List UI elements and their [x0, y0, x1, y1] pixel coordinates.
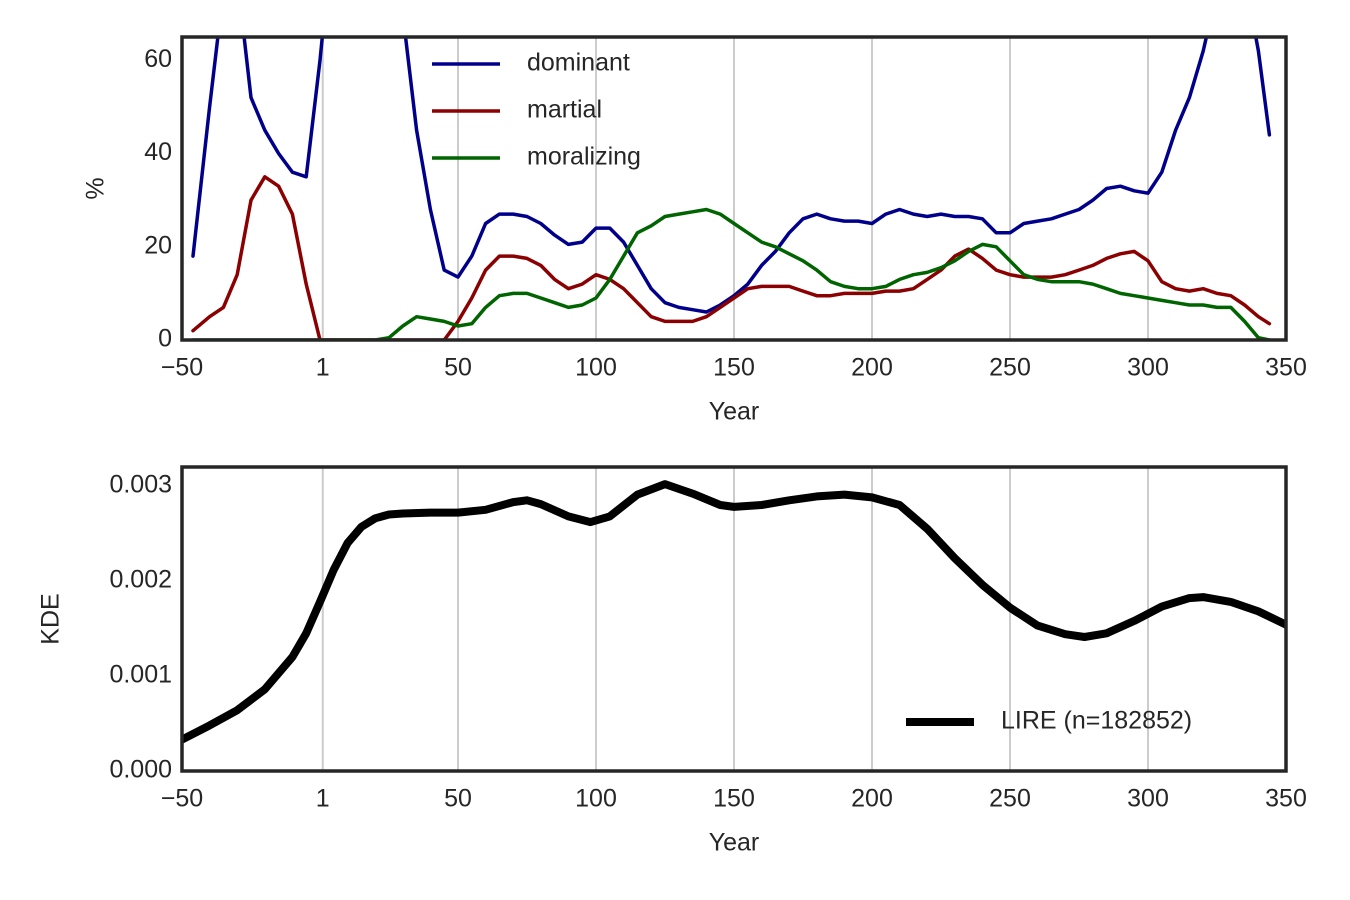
- series-line: [191, 37, 1272, 314]
- x-tick-label: 250: [989, 354, 1031, 382]
- y-axis-label: KDE: [37, 593, 65, 644]
- y-tick-label: 0.003: [109, 471, 172, 499]
- y-tick-label: 20: [144, 231, 172, 259]
- x-tick-label: 200: [851, 785, 893, 813]
- axes-frame: [180, 35, 1288, 342]
- x-tick-label: 1: [316, 354, 330, 382]
- legend-label: martial: [527, 96, 602, 124]
- y-tick-label: 40: [144, 138, 172, 166]
- x-tick-label: 50: [444, 354, 472, 382]
- series-line: [191, 175, 1272, 340]
- y-tick-label: 0.000: [109, 756, 172, 784]
- series-line: [182, 480, 1286, 744]
- x-tick-label: 1: [316, 785, 330, 813]
- axes-frame: [180, 465, 1288, 773]
- legend-label: dominant: [527, 49, 630, 77]
- y-axis-label: %: [82, 177, 110, 199]
- x-tick-label: −50: [161, 785, 203, 813]
- legend-label: LIRE (n=182852): [1001, 707, 1192, 735]
- x-tick-label: 100: [575, 785, 617, 813]
- x-tick-label: 50: [444, 785, 472, 813]
- x-tick-label: 350: [1265, 785, 1307, 813]
- x-tick-label: 300: [1127, 785, 1169, 813]
- legend-label: moralizing: [527, 143, 641, 171]
- x-tick-label: 300: [1127, 354, 1169, 382]
- y-tick-label: 0.002: [109, 566, 172, 594]
- x-tick-label: 250: [989, 785, 1031, 813]
- x-tick-label: 350: [1265, 354, 1307, 382]
- y-tick-label: 0.001: [109, 661, 172, 689]
- x-axis-label: Year: [709, 829, 760, 857]
- y-tick-label: 0: [158, 325, 172, 353]
- x-axis-label: Year: [709, 398, 760, 426]
- x-tick-label: 150: [713, 354, 755, 382]
- y-tick-label: 60: [144, 45, 172, 73]
- series-line: [191, 207, 1272, 340]
- x-tick-label: −50: [161, 354, 203, 382]
- x-tick-label: 150: [713, 785, 755, 813]
- x-tick-label: 100: [575, 354, 617, 382]
- x-tick-label: 200: [851, 354, 893, 382]
